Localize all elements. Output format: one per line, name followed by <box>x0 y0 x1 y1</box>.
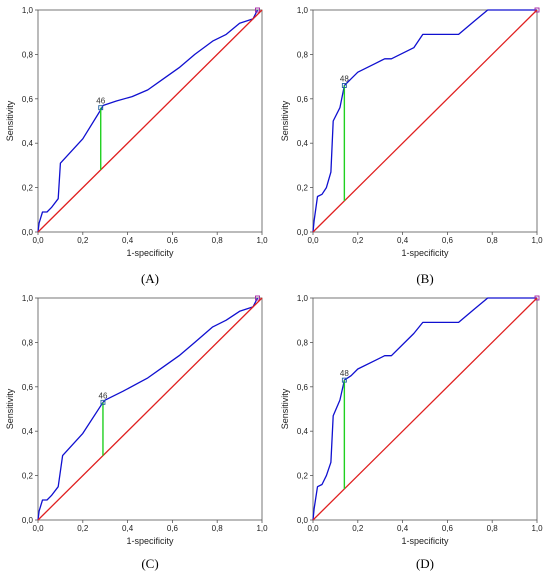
panel-d-caption: (D) <box>415 556 435 571</box>
panel-c-cutoff-label: 46 <box>99 391 108 400</box>
panel-d-y-tick-label: 0,0 <box>297 516 309 525</box>
panel-d-chance-line <box>312 297 538 521</box>
panel-b-roc-line <box>312 9 537 233</box>
panel-d-y-tick-label: 0,4 <box>297 427 309 436</box>
panel-a-x-tick-label: 1,0 <box>256 236 268 245</box>
panel-b-y-tick-label: 0,2 <box>297 184 309 193</box>
panel-a-x-axis-title: 1-specificity <box>126 248 174 258</box>
panel-a-chance-line <box>37 9 263 233</box>
panel-c-x-tick-label: 0,4 <box>122 524 134 533</box>
panel-b-x-tick-label: 0,0 <box>307 236 319 245</box>
panel-b-cutoff-label: 48 <box>340 74 349 83</box>
panel-a-y-tick-label: 0,4 <box>22 139 34 148</box>
panel-d-x-tick-label: 0,0 <box>307 524 319 533</box>
panel-c-y-tick-label: 0,4 <box>22 427 34 436</box>
panel-b-cutoff-marker <box>341 83 347 88</box>
panel-c-chart: 0,0 0,2 0,4 0,6 0,8 1,0 0,0 0,2 0,4 0,6 0,8 1,0 1-sp… <box>5 294 268 546</box>
panel-d-x-tick-label: 0,8 <box>487 524 499 533</box>
panel-a-y-tick-label: 0,6 <box>22 95 34 104</box>
panel-b-roc-endpoint-marker <box>534 7 540 13</box>
panel-d-chart: 0,0 0,2 0,4 0,6 0,8 1,0 0,0 0,2 0,4 0,6 0,8 1,0 1-sp… <box>280 294 543 546</box>
panel-a-roc-line <box>37 9 259 233</box>
panel-c-x-tick-label: 1,0 <box>256 524 268 533</box>
panel-c-y-tick-label: 0,6 <box>22 383 34 392</box>
panel-b-x-tick-label: 0,4 <box>397 236 409 245</box>
panel-a-y-axis-title: Sensitivity <box>5 100 15 141</box>
panel-c-x-tick-label: 0,8 <box>212 524 224 533</box>
panel-b-y-tick-label: 0,6 <box>297 95 309 104</box>
panel-b-chart: 0,0 0,2 0,4 0,6 0,8 1,0 0,0 0,2 0,4 0,6 0,8 1,0 1-sp… <box>280 6 543 258</box>
panel-d-y-tick-label: 0,2 <box>297 472 309 481</box>
panel-c-x-tick-label: 0,0 <box>32 524 44 533</box>
panel-a-cutoff-label: 46 <box>96 97 105 106</box>
panel-b-y-axis-title: Sensitivity <box>280 100 290 141</box>
panel-d-x-axis-title: 1-specificity <box>401 536 449 546</box>
panel-c-y-axis-title: Sensitivity <box>5 388 15 429</box>
panel-a-y-tick-label: 0,8 <box>22 50 34 59</box>
panel-a-y-tick-label: 1,0 <box>22 6 34 15</box>
panel-b-y-tick-label: 1,0 <box>297 6 309 15</box>
panel-a-roc-endpoint-marker <box>255 7 260 13</box>
panel-b-y-tick-label: 0,4 <box>297 139 309 148</box>
panel-b-x-tick-label: 0,2 <box>352 236 364 245</box>
panel-d-y-tick-label: 0,6 <box>297 383 309 392</box>
panel-d-roc-line <box>312 297 537 521</box>
panel-a-x-tick-label: 0,6 <box>167 236 179 245</box>
panel-a-cutoff-marker <box>98 105 104 111</box>
panel-c-x-tick-label: 0,6 <box>167 524 179 533</box>
panel-a-y-tick-label: 0,0 <box>22 228 34 237</box>
panel-c-caption: (C) <box>141 556 159 571</box>
panel-d-y-tick-label: 1,0 <box>297 294 309 303</box>
panel-b-x-tick-label: 1,0 <box>531 236 543 245</box>
panel-b-chance-line <box>312 9 538 233</box>
panel-c-cutoff-marker <box>100 399 106 405</box>
panel-b-y-tick-label: 0,0 <box>297 228 309 237</box>
panel-d-y-axis-title: Sensitivity <box>280 388 290 429</box>
panel-c-y-tick-label: 0,2 <box>22 472 34 481</box>
panel-c-roc-endpoint-marker <box>255 295 260 301</box>
panel-c-y-tick-label: 1,0 <box>22 294 34 303</box>
panel-c-x-tick-label: 0,2 <box>77 524 89 533</box>
panel-a-x-tick-label: 0,4 <box>122 236 134 245</box>
panel-c-y-tick-label: 0,8 <box>22 338 34 347</box>
panel-a-x-tick-label: 0,2 <box>77 236 89 245</box>
panel-a-y-tick-label: 0,2 <box>22 184 34 193</box>
panel-d-cutoff-marker <box>341 377 347 383</box>
panel-c-chance-line <box>37 297 263 521</box>
panel-d-x-tick-label: 0,4 <box>397 524 409 533</box>
panel-b-x-axis-title: 1-specificity <box>401 248 449 258</box>
panel-a-chart: 0,0 0,2 0,4 0,6 0,8 1,0 0,0 0,2 0,4 0,6 0,8 1,0 1-sp… <box>5 6 268 258</box>
panel-b-x-tick-label: 0,8 <box>487 236 499 245</box>
panel-d-cutoff-label: 48 <box>340 369 349 378</box>
panel-c-x-axis-title: 1-specificity <box>126 536 174 546</box>
panel-b-x-tick-label: 0,6 <box>442 236 454 245</box>
panel-d-x-tick-label: 0,2 <box>352 524 364 533</box>
panel-a-x-tick-label: 0,0 <box>32 236 44 245</box>
panel-d-roc-endpoint-marker <box>534 295 540 301</box>
panel-d-y-tick-label: 0,8 <box>297 338 309 347</box>
panel-b-y-tick-label: 0,8 <box>297 50 309 59</box>
panel-d-x-tick-label: 1,0 <box>531 524 543 533</box>
panel-d-x-tick-label: 0,6 <box>442 524 454 533</box>
panel-a-x-tick-label: 0,8 <box>212 236 224 245</box>
panel-c-y-tick-label: 0,0 <box>22 516 34 525</box>
panel-b-caption: (B) <box>416 271 434 286</box>
panel-a-caption: (A) <box>140 271 160 286</box>
